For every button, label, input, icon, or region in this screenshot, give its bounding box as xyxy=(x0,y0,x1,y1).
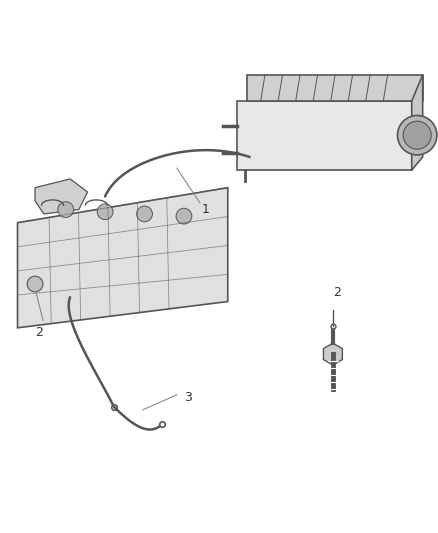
Polygon shape xyxy=(247,75,423,101)
Polygon shape xyxy=(237,101,412,170)
Circle shape xyxy=(58,201,74,217)
Polygon shape xyxy=(323,343,343,365)
Polygon shape xyxy=(412,75,423,170)
Polygon shape xyxy=(18,188,228,328)
Circle shape xyxy=(137,206,152,222)
Text: 2: 2 xyxy=(333,286,341,300)
Circle shape xyxy=(403,121,431,149)
Circle shape xyxy=(176,208,192,224)
Text: 2: 2 xyxy=(35,326,43,338)
Text: 1: 1 xyxy=(202,203,210,216)
Circle shape xyxy=(398,116,437,155)
Circle shape xyxy=(97,204,113,220)
Text: 3: 3 xyxy=(184,391,192,405)
Polygon shape xyxy=(35,179,88,214)
Circle shape xyxy=(27,276,43,292)
